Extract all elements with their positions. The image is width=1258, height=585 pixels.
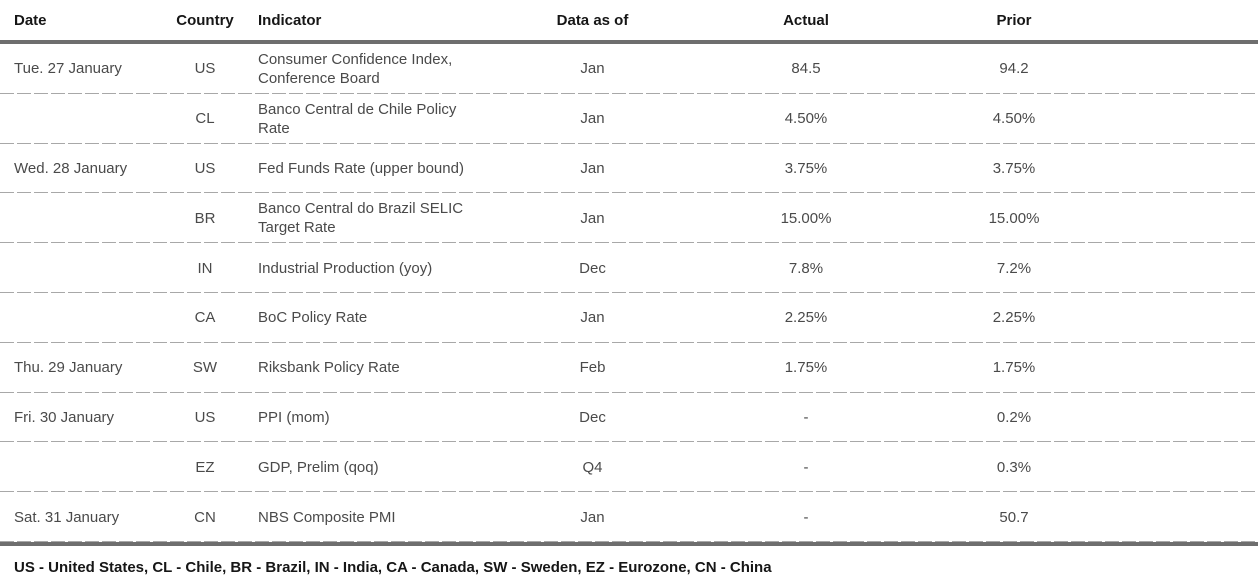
table-row: Tue. 27 January US Consumer Confidence I… <box>0 44 1258 94</box>
table-row: Sat. 31 January CN NBS Composite PMI Jan… <box>0 492 1258 542</box>
cell-data-as-of: Jan <box>580 110 605 128</box>
cell-prior: 50.7 <box>999 508 1029 526</box>
cell-indicator: Banco Central de Chile Policy Rate <box>258 100 457 137</box>
cell-data-as-of: Jan <box>580 209 605 227</box>
cell-date: Wed. 28 January <box>14 159 128 177</box>
cell-prior: 2.25% <box>992 309 1036 327</box>
cell-country: SW <box>192 359 218 377</box>
cell-indicator: Consumer Confidence Index, Conference Bo… <box>258 50 453 87</box>
cell-actual: - <box>803 408 809 426</box>
cell-prior: 3.75% <box>992 159 1036 177</box>
country-code-legend: US - United States, CL - Chile, BR - Bra… <box>14 558 772 576</box>
column-header-country: Country <box>176 11 234 29</box>
cell-date: Fri. 30 January <box>14 408 115 426</box>
cell-date: Thu. 29 January <box>14 359 123 377</box>
table-row: CL Banco Central de Chile Policy Rate Ja… <box>0 94 1258 144</box>
column-header-prior: Prior <box>996 11 1032 29</box>
cell-actual: 7.8% <box>788 259 824 277</box>
cell-actual: 84.5 <box>791 60 821 78</box>
column-header-data-as-of: Data as of <box>556 11 629 29</box>
cell-indicator: Fed Funds Rate (upper bound) <box>258 159 464 177</box>
cell-date: Tue. 27 January <box>14 60 122 78</box>
cell-country: EZ <box>195 458 215 476</box>
cell-indicator: Banco Central do Brazil SELIC Target Rat… <box>258 200 464 237</box>
cell-country: US <box>194 60 216 78</box>
cell-prior: 1.75% <box>992 359 1036 377</box>
cell-indicator: Industrial Production (yoy) <box>258 259 433 277</box>
cell-country: US <box>194 159 216 177</box>
table-header-row: Date Country Indicator Data as of Actual… <box>0 0 1258 44</box>
cell-country: CA <box>194 309 216 327</box>
cell-country: IN <box>197 259 213 277</box>
column-header-date: Date <box>14 11 47 29</box>
cell-data-as-of: Jan <box>580 309 605 327</box>
cell-country: US <box>194 408 216 426</box>
cell-actual: 4.50% <box>784 110 828 128</box>
cell-prior: 0.2% <box>996 408 1032 426</box>
cell-actual: 1.75% <box>784 359 828 377</box>
cell-actual: 2.25% <box>784 309 828 327</box>
cell-data-as-of: Q4 <box>582 458 603 476</box>
column-header-indicator: Indicator <box>258 11 322 29</box>
cell-indicator: BoC Policy Rate <box>258 309 368 327</box>
cell-actual: - <box>803 508 809 526</box>
cell-country: BR <box>194 209 216 227</box>
cell-prior: 4.50% <box>992 110 1036 128</box>
table-row: BR Banco Central do Brazil SELIC Target … <box>0 193 1258 243</box>
cell-data-as-of: Jan <box>580 60 605 78</box>
cell-data-as-of: Feb <box>579 359 606 377</box>
cell-country: CN <box>194 508 216 526</box>
table-row: CA BoC Policy Rate Jan 2.25% 2.25% <box>0 293 1258 343</box>
cell-actual: 3.75% <box>784 159 828 177</box>
cell-indicator: Riksbank Policy Rate <box>258 359 400 377</box>
cell-data-as-of: Jan <box>580 508 605 526</box>
table-row: Wed. 28 January US Fed Funds Rate (upper… <box>0 144 1258 194</box>
cell-indicator: GDP, Prelim (qoq) <box>258 458 379 476</box>
cell-data-as-of: Dec <box>579 259 606 277</box>
cell-prior: 94.2 <box>999 60 1029 78</box>
cell-indicator: NBS Composite PMI <box>258 508 396 526</box>
cell-prior: 15.00% <box>988 209 1040 227</box>
table-row: Fri. 30 January US PPI (mom) Dec - 0.2% <box>0 393 1258 443</box>
cell-actual: - <box>803 458 809 476</box>
cell-data-as-of: Jan <box>580 159 605 177</box>
cell-actual: 15.00% <box>780 209 832 227</box>
table-row: EZ GDP, Prelim (qoq) Q4 - 0.3% <box>0 442 1258 492</box>
cell-date: Sat. 31 January <box>14 508 120 526</box>
cell-data-as-of: Dec <box>579 408 606 426</box>
bottom-rule <box>0 541 1258 546</box>
cell-country: CL <box>195 110 215 128</box>
table-row: Thu. 29 January SW Riksbank Policy Rate … <box>0 343 1258 393</box>
cell-prior: 7.2% <box>996 259 1032 277</box>
column-header-actual: Actual <box>783 11 829 29</box>
table-row: IN Industrial Production (yoy) Dec 7.8% … <box>0 243 1258 293</box>
cell-indicator: PPI (mom) <box>258 408 330 426</box>
cell-prior: 0.3% <box>996 458 1032 476</box>
